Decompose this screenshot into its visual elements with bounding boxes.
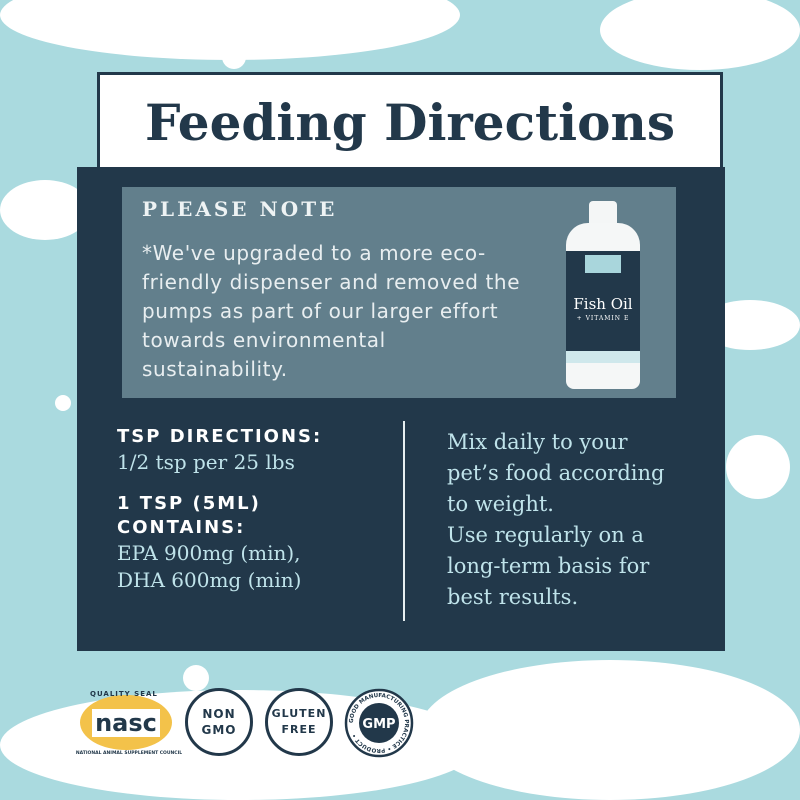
bubble: [726, 435, 790, 499]
tsp-directions-heading: TSP DIRECTIONS:: [117, 426, 323, 447]
nasc-top-text: QUALITY SEAL: [90, 690, 158, 698]
non-gmo-badge: NON GMO: [185, 688, 253, 756]
bubble: [183, 665, 209, 691]
badge-text: FREE: [281, 723, 317, 736]
tsp-directions-value: 1/2 tsp per 25 lbs: [117, 450, 295, 474]
contains-heading-1: 1 TSP (5ML): [117, 493, 261, 514]
instruction-line: Mix daily to your: [447, 430, 628, 454]
contains-dha: DHA 600mg (min): [117, 568, 302, 592]
nasc-logo: nasc: [92, 708, 160, 737]
label-window: [585, 255, 621, 273]
dosage-column: TSP DIRECTIONS: 1/2 tsp per 25 lbs 1 TSP…: [117, 425, 397, 594]
fish-shape: [600, 0, 800, 70]
bubble: [222, 45, 246, 69]
bubble: [55, 395, 71, 411]
gmp-badge: GOOD MANUFACTURING PRACTICE • PRODUCT • …: [344, 688, 414, 758]
nasc-bottom-text: NATIONAL ANIMAL SUPPLEMENT COUNCIL: [75, 751, 183, 756]
gluten-free-badge: GLUTEN FREE: [265, 688, 333, 756]
certification-badges: QUALITY SEAL nasc NATIONAL ANIMAL SUPPLE…: [76, 685, 420, 775]
product-name: Fish Oil: [573, 295, 633, 313]
contains-heading-2: CONTAINS:: [117, 517, 246, 538]
badge-text: NON: [202, 707, 236, 721]
column-divider: [403, 421, 405, 621]
title-banner: Feeding Directions: [97, 72, 723, 169]
product-bottle-image: Fish Oil + VITAMIN E: [562, 201, 644, 391]
instruction-line: Use regularly on a: [447, 523, 644, 547]
instruction-line: to weight.: [447, 492, 554, 516]
note-box: PLEASE NOTE *We've upgraded to a more ec…: [122, 187, 676, 398]
bottle-label: Fish Oil + VITAMIN E: [566, 251, 640, 351]
directions-panel: PLEASE NOTE *We've upgraded to a more ec…: [77, 167, 725, 651]
instructions-column: Mix daily to your pet’s food according t…: [447, 427, 707, 613]
spacer: [117, 476, 397, 492]
badge-text: GLUTEN: [271, 707, 327, 720]
instruction-line: best results.: [447, 585, 579, 609]
gmp-center-circle: [359, 703, 399, 743]
bottle-cap: [589, 201, 617, 227]
instruction-line: long-term basis for: [447, 554, 650, 578]
page-title: Feeding Directions: [145, 92, 675, 152]
note-heading: PLEASE NOTE: [142, 197, 338, 221]
fish-shape: [420, 660, 800, 800]
gmp-center: GMP: [362, 717, 395, 732]
contains-epa: EPA 900mg (min),: [117, 541, 301, 565]
nasc-quality-seal-badge: QUALITY SEAL nasc NATIONAL ANIMAL SUPPLE…: [76, 690, 182, 756]
note-text: *We've upgraded to a more eco-friendly d…: [142, 241, 521, 381]
label-strip: [566, 351, 640, 363]
instruction-line: pet’s food according: [447, 461, 665, 485]
product-subtitle: + VITAMIN E: [576, 315, 630, 322]
badge-text: GMO: [201, 723, 237, 737]
fish-shape: [0, 180, 90, 240]
